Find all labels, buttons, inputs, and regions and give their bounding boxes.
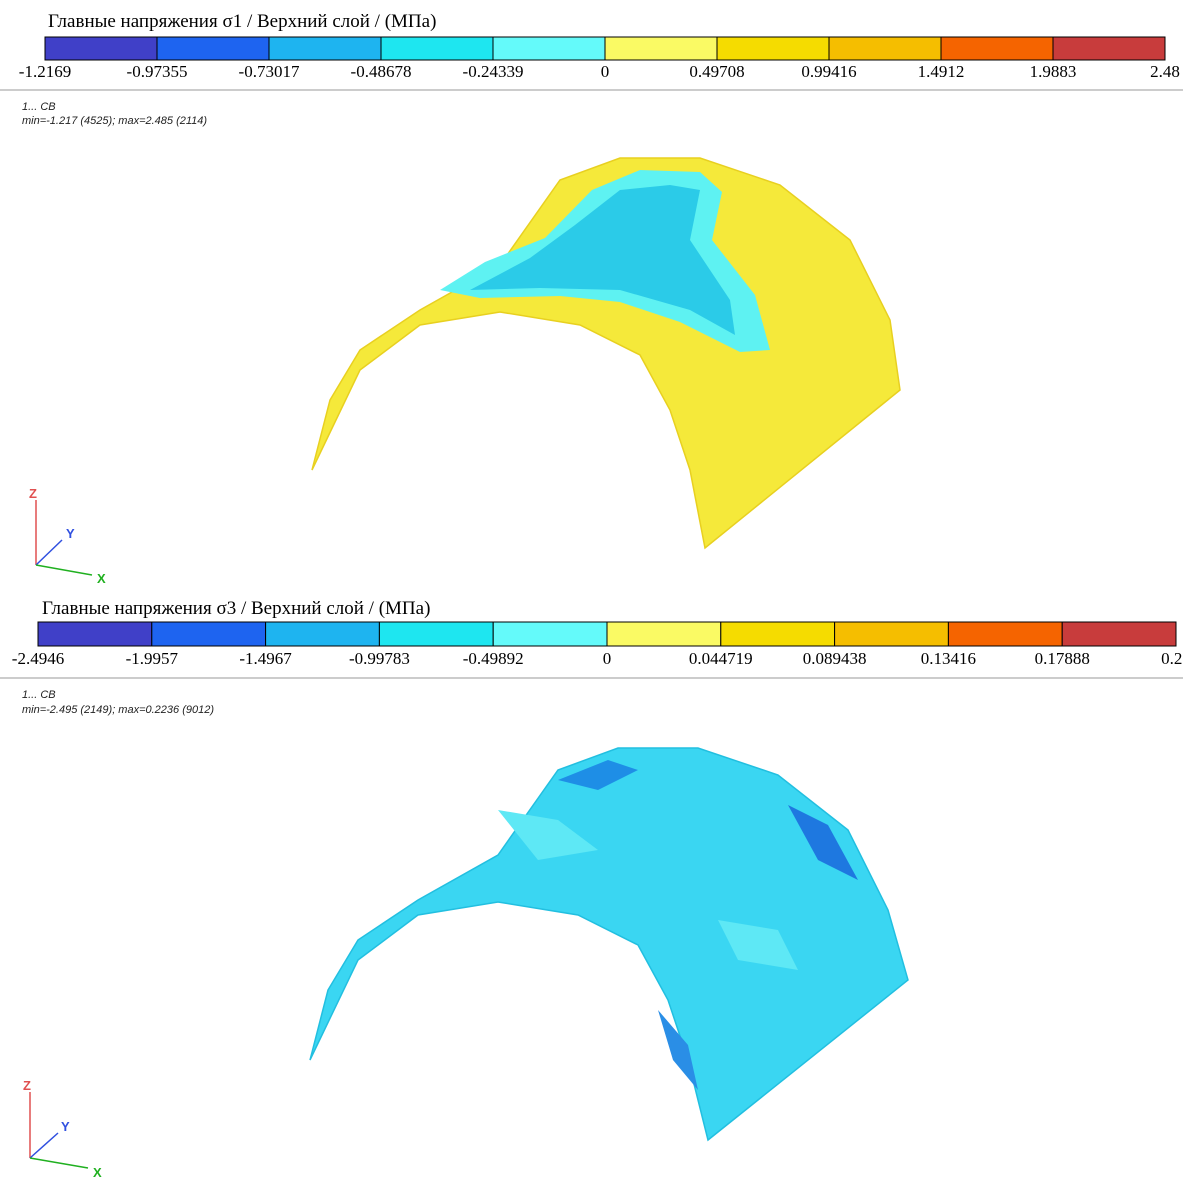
legend-label: 0.99416 xyxy=(801,62,856,81)
screen: Главные напряжения σ1 / Верхний слой / (… xyxy=(0,0,1183,1180)
axis-label: X xyxy=(93,1165,102,1180)
legend-swatch xyxy=(948,622,1062,646)
legend-swatch xyxy=(1053,37,1165,60)
legend-label: 0.13416 xyxy=(921,649,976,668)
legend-swatch xyxy=(717,37,829,60)
legend-swatch xyxy=(493,622,607,646)
legend-label: 0.044719 xyxy=(689,649,753,668)
legend-swatch xyxy=(829,37,941,60)
legend-label: -2.4946 xyxy=(12,649,64,668)
legend-swatch xyxy=(269,37,381,60)
legend-label: 0.17888 xyxy=(1035,649,1090,668)
axis-label: Y xyxy=(66,526,75,541)
legend-swatch xyxy=(1062,622,1176,646)
legend-label: -0.97355 xyxy=(127,62,188,81)
legend-label: -0.49892 xyxy=(463,649,524,668)
extremes: min=-2.495 (2149); max=0.2236 (9012) xyxy=(22,704,214,716)
legend-label: 0.22 xyxy=(1161,649,1183,668)
legend-label: 0 xyxy=(601,62,610,81)
legend-label: -1.4967 xyxy=(239,649,292,668)
axis-label: Z xyxy=(29,486,37,501)
legend-swatch xyxy=(266,622,380,646)
extremes: min=-1.217 (4525); max=2.485 (2114) xyxy=(22,115,207,127)
legend-swatch xyxy=(493,37,605,60)
legend-label: 0.49708 xyxy=(689,62,744,81)
legend-swatch xyxy=(45,37,157,60)
legend-label: 1.9883 xyxy=(1030,62,1077,81)
legend-swatch xyxy=(157,37,269,60)
axis-label: Z xyxy=(23,1078,31,1093)
legend-label: -0.99783 xyxy=(349,649,410,668)
legend-swatch xyxy=(379,622,493,646)
legend-swatch xyxy=(38,622,152,646)
legend-label: 0.089438 xyxy=(803,649,867,668)
load-case: 1... CB xyxy=(22,689,56,701)
axis-label: X xyxy=(97,571,106,586)
legend-label: -0.73017 xyxy=(239,62,300,81)
legend-label: -0.24339 xyxy=(463,62,524,81)
legend-swatch xyxy=(607,622,721,646)
load-case: 1... CB xyxy=(22,101,56,113)
legend-swatch xyxy=(941,37,1053,60)
legend-label: -1.9957 xyxy=(126,649,179,668)
legend-swatch xyxy=(152,622,266,646)
legend-label: 0 xyxy=(603,649,612,668)
panel-title: Главные напряжения σ1 / Верхний слой / (… xyxy=(48,11,436,32)
axis-label: Y xyxy=(61,1119,70,1134)
legend-swatch xyxy=(605,37,717,60)
legend-swatch xyxy=(721,622,835,646)
legend-label: -1.2169 xyxy=(19,62,71,81)
legend-swatch xyxy=(381,37,493,60)
legend-label: -0.48678 xyxy=(351,62,412,81)
legend-swatch xyxy=(835,622,949,646)
legend-label: 1.4912 xyxy=(918,62,965,81)
panel-title: Главные напряжения σ3 / Верхний слой / (… xyxy=(42,598,430,619)
legend-label: 2.48 xyxy=(1150,62,1180,81)
